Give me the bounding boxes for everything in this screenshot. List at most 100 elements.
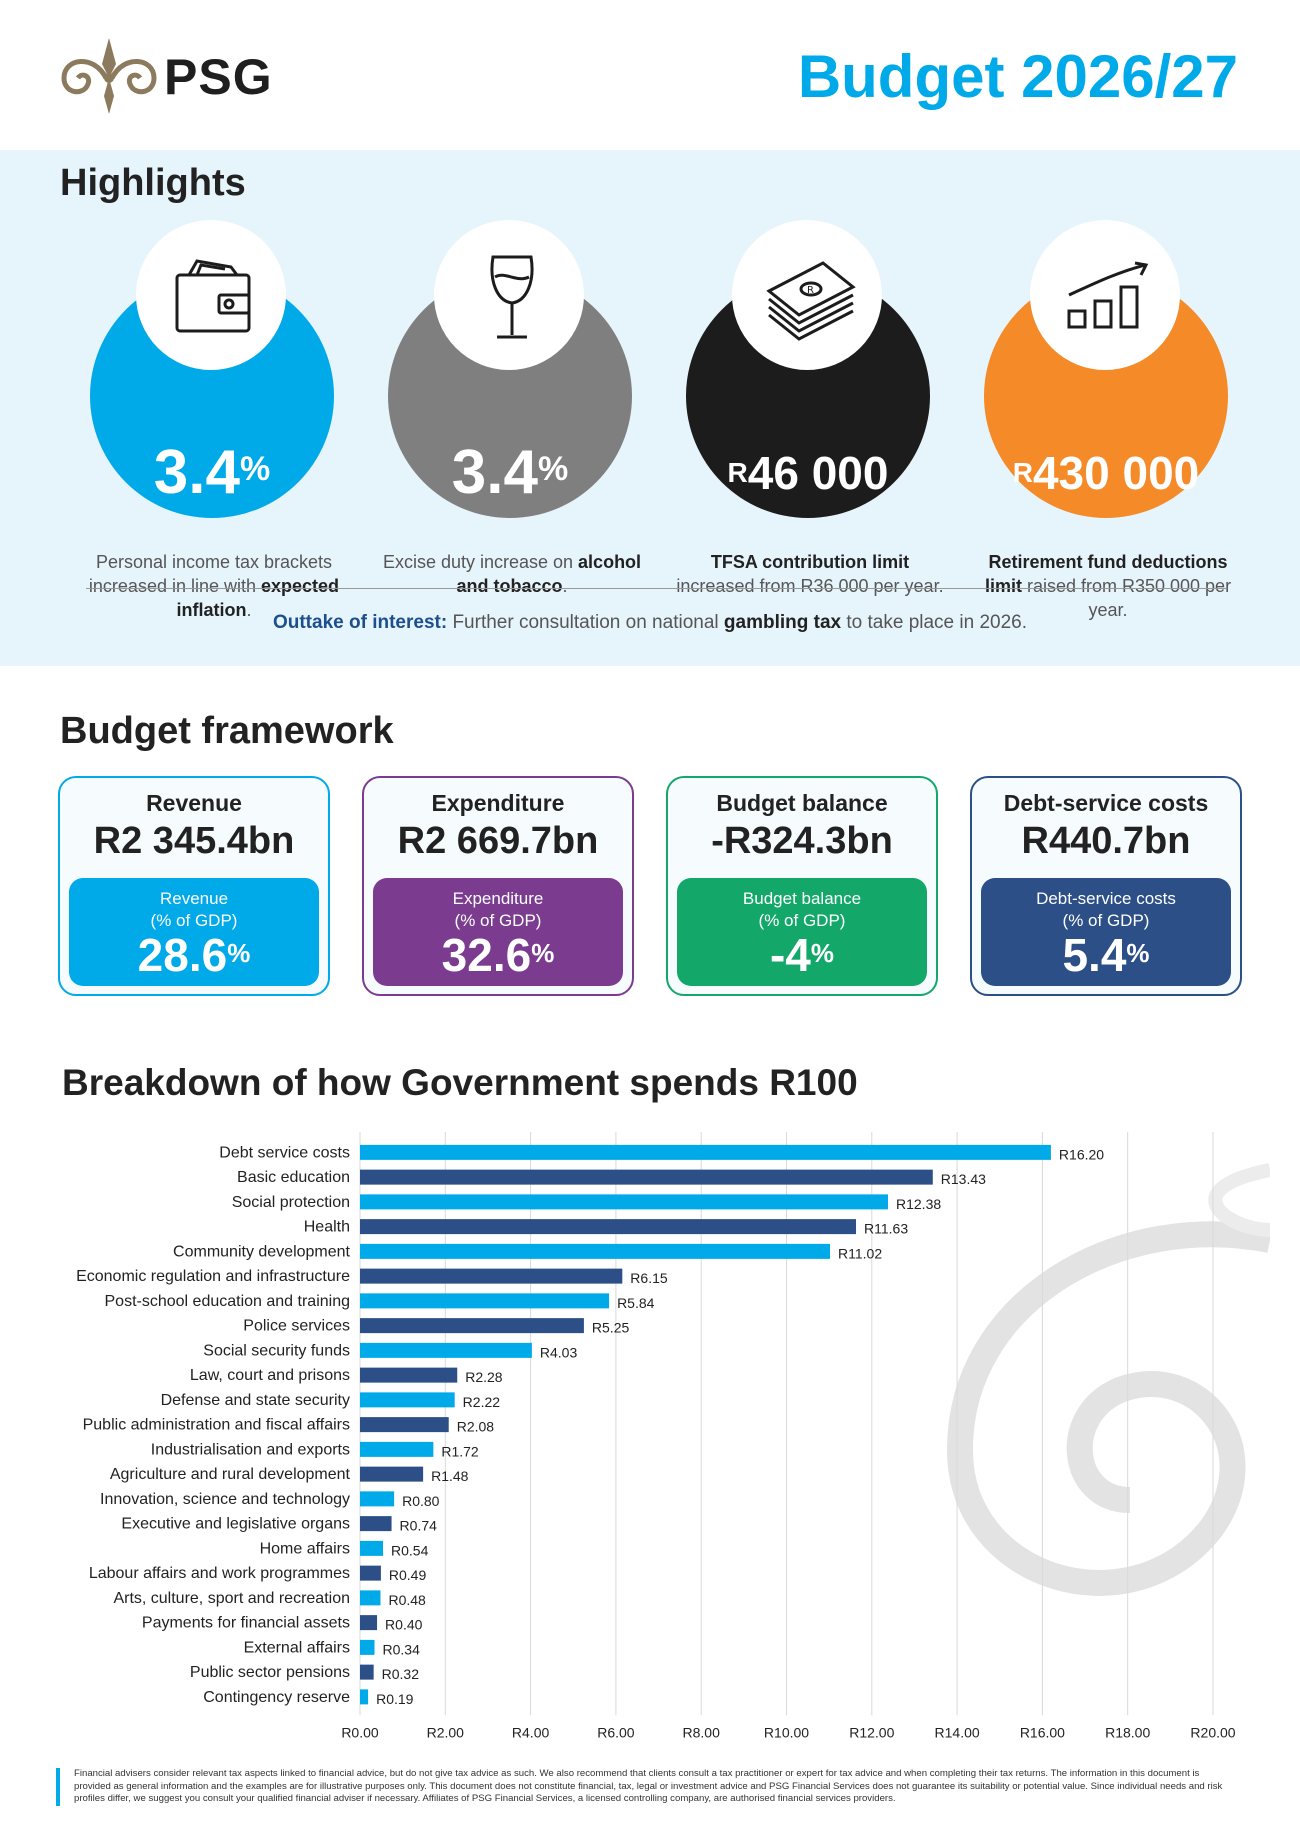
category-label: Debt service costs: [219, 1144, 350, 1161]
highlight-icon-circle: [1030, 220, 1180, 370]
value-label: R0.19: [376, 1691, 414, 1707]
bar: [360, 1689, 369, 1705]
category-label: Payments for financial assets: [142, 1615, 350, 1632]
category-label: Health: [304, 1219, 350, 1236]
value-label: R5.25: [592, 1320, 630, 1336]
highlight-value: 3.4%: [90, 442, 334, 504]
framework-gdp-value: 28.6%: [69, 930, 319, 980]
framework-gdp-label: Debt-service costs (% of GDP): [981, 888, 1231, 932]
gdp-label-line2: (% of GDP): [454, 911, 542, 930]
bar: [360, 1243, 831, 1259]
value-label: R0.74: [400, 1518, 438, 1534]
framework-card-label: Revenue: [146, 790, 242, 816]
framework-gdp-label: Expenditure (% of GDP): [373, 888, 623, 932]
framework-card-amount: R2 669.7bn: [397, 820, 599, 862]
description-text: .: [562, 576, 568, 596]
value-label: R6.15: [630, 1270, 668, 1286]
gdp-label-line1: Budget balance: [742, 889, 862, 908]
gdp-label-line2: (% of GDP): [150, 911, 238, 930]
psg-watermark-icon: [946, 1163, 1270, 1596]
highlight-card: 3.4% Excise duty increase on alcohol and …: [382, 220, 642, 600]
gdp-label-line1: Revenue: [159, 889, 229, 908]
highlight-description: Retirement fund deductions limit raised …: [968, 550, 1248, 622]
framework-card-amount: R440.7bn: [1021, 820, 1191, 862]
bar: [360, 1219, 857, 1235]
psg-emblem-icon: [61, 38, 157, 114]
wine-glass-icon: [490, 255, 534, 339]
gdp-value-number: 32.6: [441, 929, 532, 981]
framework-gdp-panel: Revenue (% of GDP) 28.6%: [69, 878, 319, 986]
value-label: R5.84: [617, 1295, 655, 1311]
highlight-value-prefix: R: [727, 457, 748, 488]
bar: [360, 1169, 933, 1185]
bar: [360, 1491, 395, 1507]
x-tick-label: R14.00: [935, 1724, 980, 1738]
category-label: Public administration and fiscal affairs: [83, 1417, 350, 1434]
gdp-value-suffix: %: [810, 938, 835, 968]
divider: [86, 588, 1226, 589]
bar: [360, 1540, 384, 1556]
gdp-value-suffix: %: [1126, 938, 1150, 968]
category-label: Social protection: [232, 1194, 350, 1211]
category-label: Defense and state security: [161, 1392, 350, 1409]
value-label: R0.48: [388, 1592, 426, 1608]
value-label: R16.20: [1059, 1146, 1104, 1162]
x-tick-label: R16.00: [1020, 1724, 1065, 1738]
framework-card-amount: -R324.3bn: [711, 820, 893, 862]
value-label: R2.08: [457, 1419, 495, 1435]
outtake-text-post: to take place in 2026.: [841, 612, 1028, 633]
value-label: R0.54: [391, 1542, 429, 1558]
value-label: R1.48: [431, 1468, 469, 1484]
category-label: Home affairs: [260, 1540, 350, 1557]
value-label: R0.34: [383, 1641, 421, 1657]
framework-title: Budget framework: [60, 710, 394, 752]
framework-card: Expenditure R2 669.7bn Expenditure (% of GD…: [362, 776, 634, 996]
highlight-description: Excise duty increase on alcohol and toba…: [372, 550, 652, 598]
framework-gdp-panel: Budget balance (% of GDP) -4%: [677, 878, 927, 986]
value-label: R12.38: [896, 1196, 941, 1212]
category-label: Labour affairs and work programmes: [89, 1565, 350, 1582]
bar: [360, 1318, 584, 1334]
bar: [360, 1392, 455, 1408]
framework-card-amount: R2 345.4bn: [93, 820, 295, 862]
value-label: R13.43: [941, 1171, 986, 1187]
category-label: Industrialisation and exports: [151, 1441, 350, 1458]
highlight-value-prefix: R: [1012, 457, 1033, 488]
description-text: raised from R350 000 per year.: [1021, 576, 1232, 620]
x-tick-label: R4.00: [512, 1724, 550, 1738]
highlight-value-number: 46 000: [747, 447, 889, 499]
highlight-description: TFSA contribution limit increased from R…: [670, 550, 950, 598]
highlight-value: 3.4%: [388, 442, 632, 504]
bar: [360, 1664, 374, 1680]
highlight-value: R46 000: [686, 442, 930, 504]
value-label: R11.02: [838, 1245, 882, 1261]
category-label: Social security funds: [203, 1342, 350, 1359]
category-label: Agriculture and rural development: [110, 1466, 351, 1483]
gdp-label-line2: (% of GDP): [758, 911, 846, 930]
document-title: Budget 2026/27: [797, 43, 1238, 110]
outtake-text-bold: gambling tax: [723, 612, 842, 633]
x-tick-label: R12.00: [849, 1724, 894, 1738]
disclaimer-footer: Financial advisers consider relevant tax…: [56, 1768, 1236, 1806]
wallet-icon: [175, 259, 251, 333]
bar: [360, 1466, 424, 1482]
x-tick-label: R2.00: [427, 1724, 465, 1738]
framework-gdp-value: 32.6%: [373, 930, 623, 980]
category-label: Basic education: [237, 1169, 350, 1186]
value-label: R0.80: [402, 1493, 440, 1509]
category-label: Innovation, science and technology: [100, 1491, 350, 1508]
framework-gdp-label: Revenue (% of GDP): [69, 888, 319, 932]
bar: [360, 1367, 458, 1383]
x-tick-label: R8.00: [683, 1724, 721, 1738]
description-text: .: [246, 600, 252, 620]
framework-gdp-label: Budget balance (% of GDP): [677, 888, 927, 932]
x-tick-label: R0.00: [341, 1724, 379, 1738]
framework-card-label: Debt-service costs: [1003, 790, 1209, 816]
highlight-card: R430 000 Retirement fund deductions limit…: [978, 220, 1238, 620]
bar: [360, 1441, 434, 1457]
highlight-card: R R46 000 TFSA contribution limit increase…: [676, 220, 944, 600]
category-label: Economic regulation and infrastructure: [76, 1268, 350, 1285]
description-emphasis: alcohol and tobacco: [456, 552, 642, 596]
gdp-value-number: 5.4: [1062, 929, 1127, 981]
money-stack-icon: R: [766, 261, 856, 341]
